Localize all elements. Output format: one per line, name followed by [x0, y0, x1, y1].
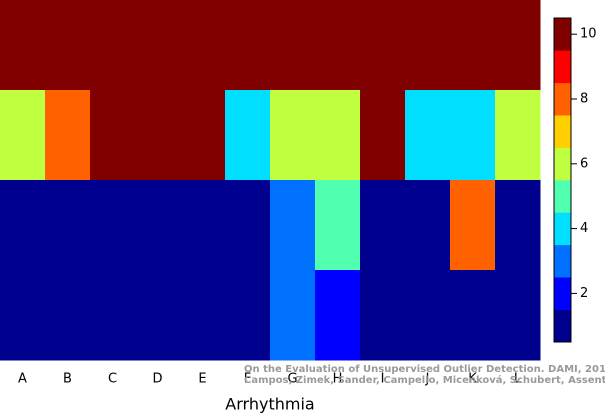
heatmap-cell: [450, 180, 496, 271]
x-tick-label: D: [152, 372, 162, 387]
heatmap-cell: [90, 90, 136, 181]
heatmap-cell: [270, 180, 316, 271]
x-axis-label: Arrhythmia: [225, 395, 314, 414]
colorbar-swatch: [554, 18, 571, 51]
heatmap-cell: [315, 180, 361, 271]
heatmap-cell: [405, 0, 451, 91]
x-tick-label: G: [287, 372, 297, 387]
heatmap-cell: [315, 270, 361, 361]
heatmap-cell: [315, 0, 361, 91]
heatmap-cell: [0, 0, 46, 91]
annotation: On the Evaluation of Unsupervised Outlie…: [244, 364, 605, 375]
x-tick-label: K: [468, 372, 477, 387]
heatmap-cell: [225, 270, 271, 361]
heatmap-cell: [180, 90, 226, 181]
colorbar-tick-label: 10: [580, 27, 597, 42]
heatmap-cell: [405, 180, 451, 271]
x-tick-label: C: [108, 372, 117, 387]
heatmap-cell: [45, 180, 91, 271]
colorbar-swatch: [554, 309, 571, 343]
heatmap-cell: [225, 0, 271, 91]
heatmap-cell: [0, 180, 46, 271]
heatmap-cell: [405, 90, 451, 181]
colorbar-tick-label: 6: [580, 156, 588, 171]
heatmap-cell: [495, 0, 541, 91]
x-tick-label: A: [18, 372, 27, 387]
heatmap-cell: [135, 180, 181, 271]
colorbar-frame: [553, 17, 572, 343]
colorbar-swatch: [554, 82, 571, 116]
colorbar-swatch: [554, 50, 571, 84]
colorbar-swatch: [554, 244, 571, 278]
heatmap-cell: [360, 90, 406, 181]
colorbar-tick-label: 4: [580, 221, 588, 236]
heatmap-cell: [135, 270, 181, 361]
colorbar-tick-label: 2: [580, 286, 588, 301]
heatmap-cell: [135, 90, 181, 181]
heatmap-cell: [360, 180, 406, 271]
heatmap-cell: [450, 0, 496, 91]
heatmap-cell: [90, 0, 136, 91]
heatmap-cell: [450, 270, 496, 361]
heatmap-cell: [315, 90, 361, 181]
heatmap-cell: [360, 0, 406, 91]
x-tick-label: E: [198, 372, 206, 387]
heatmap-cell: [405, 270, 451, 361]
heatmap-cell: [180, 180, 226, 271]
colorbar-swatch: [554, 180, 571, 213]
heatmap-cell: [450, 90, 496, 181]
colorbar-swatch: [554, 277, 571, 310]
colorbar-swatch: [554, 212, 571, 246]
heatmap-cell: [495, 90, 541, 181]
heatmap-cell: [45, 270, 91, 361]
heatmap-cell: [0, 270, 46, 361]
colorbar-swatch: [554, 147, 571, 181]
x-tick-label: J: [425, 372, 430, 387]
heatmap-cell: [270, 270, 316, 361]
heatmap-cell: [495, 270, 541, 361]
x-tick-label: H: [333, 372, 343, 387]
heatmap-cell: [180, 270, 226, 361]
heatmap-cell: [360, 270, 406, 361]
heatmap-cell: [0, 90, 46, 181]
heatmap-cell: [270, 90, 316, 181]
colorbar-swatch: [554, 115, 571, 148]
heatmap-cell: [225, 90, 271, 181]
annotation: Campos, Zimek, Sander, Campello, Micenko…: [244, 374, 605, 386]
x-tick-label: L: [514, 372, 522, 387]
heatmap-cell: [90, 270, 136, 361]
heatmap-cell: [495, 180, 541, 271]
heatmap-cell: [45, 90, 91, 181]
heatmap-cell: [270, 0, 316, 91]
heatmap-cell: [180, 0, 226, 91]
heatmap-cell: [90, 180, 136, 271]
heatmap-cell: [45, 0, 91, 91]
heatmap-cell: [135, 0, 181, 91]
x-tick-label: B: [63, 372, 72, 387]
colorbar-tick-label: 8: [580, 92, 588, 107]
x-tick-label: F: [244, 372, 251, 387]
heatmap-cell: [225, 180, 271, 271]
x-tick-label: I: [381, 372, 385, 387]
